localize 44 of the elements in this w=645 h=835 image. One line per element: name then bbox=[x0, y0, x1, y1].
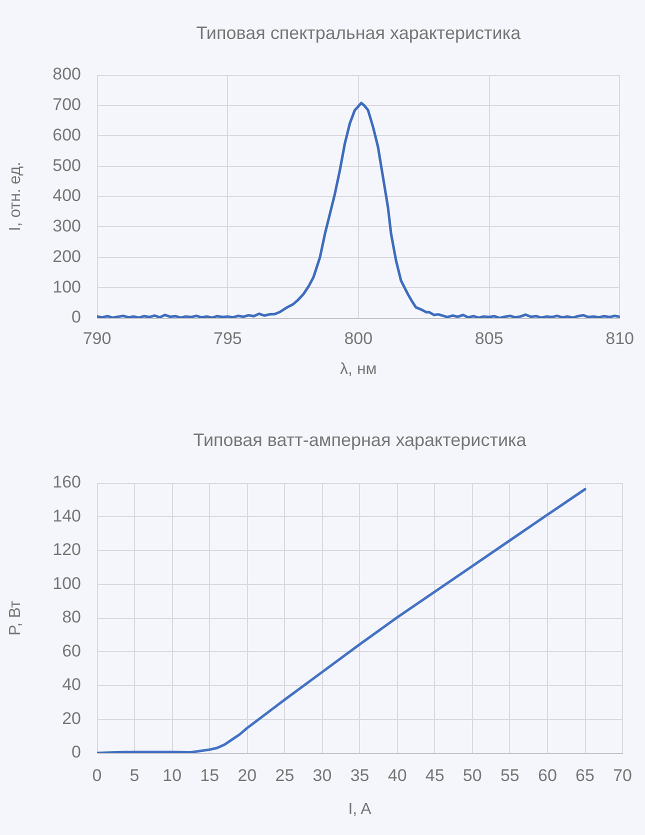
x-tick-label: 805 bbox=[474, 328, 504, 348]
x-tick-label: 20 bbox=[238, 766, 257, 785]
x-tick-label: 15 bbox=[200, 766, 220, 785]
x-tick-label: 0 bbox=[92, 766, 102, 785]
y-axis-title: I, отн. ед. bbox=[7, 162, 24, 232]
y-tick-label: 80 bbox=[62, 608, 81, 627]
x-tick-label: 10 bbox=[162, 766, 182, 785]
y-tick-label: 140 bbox=[52, 506, 81, 526]
chart-title: Типовая спектральная характеристика bbox=[196, 22, 522, 43]
x-tick-label: 50 bbox=[462, 766, 482, 785]
x-tick-label: 40 bbox=[388, 766, 407, 785]
y-tick-label: 60 bbox=[62, 641, 81, 660]
x-tick-label: 25 bbox=[275, 766, 294, 785]
y-tick-label: 100 bbox=[52, 277, 81, 296]
x-tick-label: 800 bbox=[344, 328, 373, 348]
x-tick-label: 65 bbox=[576, 766, 594, 785]
y-tick-label: 0 bbox=[72, 742, 81, 762]
y-tick-label: 400 bbox=[52, 186, 81, 206]
y-tick-label: 300 bbox=[52, 216, 81, 236]
x-axis-title: I, A bbox=[348, 800, 372, 818]
y-tick-label: 120 bbox=[52, 540, 81, 560]
y-tick-label: 160 bbox=[52, 472, 81, 492]
x-tick-label: 45 bbox=[425, 766, 444, 785]
x-tick-label: 810 bbox=[606, 328, 634, 348]
x-tick-label: 30 bbox=[312, 766, 332, 785]
chart-title: Типовая ватт-амперная характеристика bbox=[193, 430, 528, 450]
x-tick-label: 55 bbox=[500, 766, 520, 785]
y-tick-label: 600 bbox=[52, 125, 81, 144]
y-tick-label: 200 bbox=[52, 246, 81, 266]
x-tick-label: 5 bbox=[130, 766, 140, 785]
y-axis-title: P, Вт bbox=[7, 600, 24, 636]
x-tick-label: 35 bbox=[350, 766, 370, 785]
y-tick-label: 700 bbox=[52, 95, 81, 114]
y-tick-label: 0 bbox=[72, 308, 81, 327]
y-tick-label: 40 bbox=[62, 675, 81, 694]
y-tick-label: 20 bbox=[62, 708, 81, 728]
y-tick-label: 100 bbox=[52, 574, 81, 593]
x-tick-label: 60 bbox=[538, 766, 557, 785]
x-tick-label: 795 bbox=[214, 328, 242, 348]
y-tick-label: 500 bbox=[52, 156, 81, 175]
x-tick-label: 70 bbox=[613, 766, 632, 785]
x-axis-title: λ, нм bbox=[340, 360, 377, 378]
x-tick-label: 790 bbox=[82, 328, 112, 348]
y-tick-label: 800 bbox=[52, 64, 81, 84]
